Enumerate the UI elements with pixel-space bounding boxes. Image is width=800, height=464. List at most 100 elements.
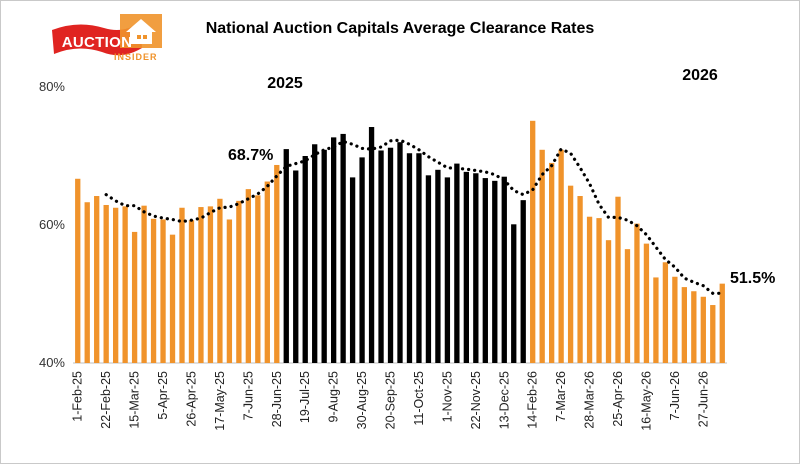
bar	[160, 219, 166, 363]
x-tick-label: 7-Mar-26	[554, 371, 568, 422]
x-tick-label: 1-Feb-25	[71, 371, 85, 422]
bar	[131, 231, 138, 363]
bar	[188, 220, 195, 363]
value-label-first: 68.7%	[228, 147, 273, 164]
bar	[577, 196, 583, 363]
bar	[444, 177, 451, 363]
year-label-2026: 2026	[682, 67, 718, 84]
bar	[700, 296, 706, 363]
bar	[103, 204, 109, 363]
bar	[302, 156, 308, 363]
bar	[634, 223, 640, 363]
bar	[340, 133, 346, 363]
bar	[274, 164, 280, 363]
bar	[549, 162, 555, 363]
bar	[501, 176, 507, 363]
x-tick-label: 30-Aug-25	[355, 371, 369, 429]
x-tick-label: 11-Oct-25	[412, 371, 426, 426]
bar	[283, 149, 289, 363]
x-tick-label: 15-Mar-25	[128, 371, 142, 429]
bar	[473, 173, 479, 363]
bar	[567, 185, 574, 363]
bar	[681, 287, 687, 363]
x-tick-label: 14-Feb-26	[526, 371, 540, 429]
x-tick-label: 17-May-25	[213, 371, 227, 431]
bar	[482, 178, 488, 363]
x-tick-label: 16-May-26	[639, 371, 653, 431]
bar	[264, 181, 270, 363]
bar	[236, 200, 242, 363]
x-tick-label: 28-Mar-26	[583, 371, 597, 429]
bar	[624, 249, 631, 363]
bar	[122, 206, 128, 363]
bar	[605, 240, 612, 363]
moving-average-line	[104, 138, 724, 295]
bar	[520, 200, 526, 363]
y-tick-label: 60%	[39, 217, 65, 232]
x-tick-label: 22-Nov-25	[469, 371, 483, 429]
bar	[454, 163, 460, 363]
bar	[691, 291, 697, 363]
bar	[596, 218, 602, 363]
bar	[653, 277, 659, 363]
bar	[75, 178, 81, 363]
bar	[586, 216, 593, 363]
bar	[463, 171, 469, 363]
x-tick-label: 25-Apr-26	[611, 371, 625, 427]
bar	[492, 180, 498, 363]
bar	[207, 206, 214, 363]
bar	[293, 170, 299, 363]
bar	[387, 147, 394, 363]
year-label-2025: 2025	[267, 75, 303, 92]
x-tick-label: 26-Apr-25	[184, 371, 198, 427]
bar	[539, 149, 545, 363]
bar	[84, 202, 90, 363]
bar	[331, 137, 337, 363]
bar	[672, 276, 678, 363]
x-tick-label: 28-Jun-25	[270, 371, 284, 427]
bar	[150, 218, 157, 363]
x-tick-label: 20-Sep-25	[384, 371, 398, 429]
bar	[179, 207, 185, 363]
bar	[530, 120, 536, 363]
bar	[245, 189, 251, 363]
bar	[406, 153, 413, 363]
x-tick-label: 13-Dec-25	[497, 371, 511, 429]
bar	[141, 205, 147, 363]
bar	[321, 149, 327, 363]
bar	[169, 234, 176, 363]
y-tick-label: 40%	[39, 355, 65, 370]
x-tick-label: 1-Nov-25	[440, 371, 454, 422]
x-tick-label: 7-Jun-25	[241, 371, 255, 420]
bar	[359, 157, 365, 363]
bar	[719, 283, 725, 363]
auction-insider-logo: AUCTION INSIDER	[48, 10, 170, 68]
bar	[511, 224, 517, 363]
bar	[198, 207, 204, 363]
bar	[113, 207, 119, 363]
x-tick-label: 27-Jun-26	[696, 371, 710, 427]
bar	[558, 149, 564, 363]
bar	[94, 196, 100, 363]
bar	[615, 196, 621, 363]
bar	[217, 198, 223, 363]
x-tick-label: 5-Apr-25	[156, 371, 170, 420]
logo-flag-graphic	[52, 14, 162, 56]
bar	[425, 175, 432, 363]
value-label-last: 51.5%	[730, 270, 775, 287]
x-tick-label: 22-Feb-25	[99, 371, 113, 429]
bar	[349, 177, 356, 363]
y-tick-label: 80%	[39, 79, 65, 94]
x-tick-label: 19-Jul-25	[298, 371, 312, 423]
bar	[226, 219, 233, 363]
bar	[255, 195, 261, 363]
x-tick-label: 9-Aug-25	[327, 371, 341, 422]
bar	[643, 243, 650, 363]
chart-title: National Auction Capitals Average Cleara…	[205, 20, 595, 37]
bar	[312, 144, 318, 363]
bar	[416, 153, 422, 363]
logo-subtitle: INSIDER	[114, 52, 158, 62]
bar	[662, 262, 669, 363]
bar	[435, 169, 441, 363]
